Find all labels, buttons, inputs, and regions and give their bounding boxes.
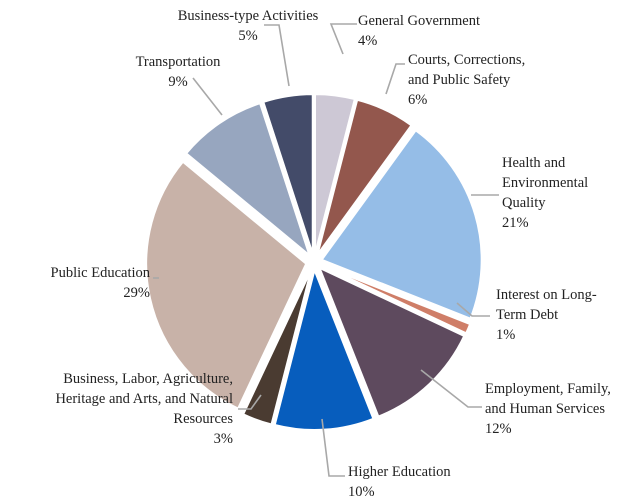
slice-name-line: Heritage and Arts, and Natural <box>55 391 233 407</box>
slice-label-health-and-environmental-quality: Health and Environmental Quality 21% <box>502 155 588 231</box>
slice-percent-label: 4% <box>358 33 377 49</box>
slice-percent-label: 6% <box>408 92 427 108</box>
slice-label-public-education: Public Education 29% <box>51 265 151 301</box>
slice-label-transportation: Transportation 9% <box>136 54 222 90</box>
slice-name-line: Business, Labor, Agriculture, <box>63 371 233 387</box>
slice-name-line: Business-type Activities <box>178 8 319 24</box>
slice-percent-label: 12% <box>485 421 512 437</box>
slice-name-line: Term Debt <box>496 307 558 323</box>
slice-name-line: and Public Safety <box>408 72 511 88</box>
pie-slice-courts-corrections-and-public-safety <box>316 98 413 256</box>
slice-label-higher-education: Higher Education 10% <box>348 464 451 500</box>
leader-line-transportation <box>192 77 223 116</box>
leader-line-business-type-activities <box>264 24 290 87</box>
slice-name-line: Environmental <box>502 175 588 191</box>
leader-line-employment-family-and-human-services <box>420 369 482 408</box>
slice-percent-label: 1% <box>496 327 515 343</box>
pie-slice-business-labor-agriculture-heritage-and-arts-and-natural-resources <box>241 269 313 426</box>
slice-label-interest-on-long-term-debt: Interest on Long- Term Debt 1% <box>496 287 597 343</box>
pie-slice-employment-family-and-human-services <box>317 265 466 418</box>
slice-name-line: General Government <box>358 13 480 29</box>
slice-percent-label: 21% <box>502 215 529 231</box>
pie-slice-business-type-activities <box>262 93 314 255</box>
slice-percent-label: 9% <box>168 74 187 90</box>
slice-name-line: and Human Services <box>485 401 605 417</box>
slice-name-line: Quality <box>502 195 546 211</box>
pie-slice-general-government <box>314 93 357 255</box>
slice-label-general-government: General Government 4% <box>358 13 480 49</box>
slice-name-line: Interest on Long- <box>496 287 597 303</box>
pie-slices <box>145 93 483 431</box>
slice-name-line: Public Education <box>51 265 151 281</box>
slice-name-line: Resources <box>173 411 233 427</box>
leader-line-business-labor-agriculture-heritage-and-arts-and-natural-resources <box>238 394 262 410</box>
slice-percent-label: 10% <box>348 484 375 500</box>
leader-lines <box>153 23 499 477</box>
slice-label-employment-family-and-human-services: Employment, Family, and Human Services 12% <box>485 381 611 437</box>
leader-line-interest-on-long-term-debt <box>456 302 490 317</box>
slice-name-line: Higher Education <box>348 464 451 480</box>
slice-label-business-labor-agriculture-heritage-and-arts-and-natural-resources: Business, Labor, Agriculture, Heritage an… <box>55 371 233 447</box>
pie-slice-transportation <box>184 101 312 259</box>
slice-name-line: Health and <box>502 155 566 171</box>
leader-line-general-government <box>329 23 357 55</box>
slice-percent-label: 5% <box>238 28 257 44</box>
slice-name-line: Employment, Family, <box>485 381 611 397</box>
slice-percent-label: 29% <box>123 285 150 301</box>
slice-name-line: Courts, Corrections, <box>408 52 525 68</box>
slice-labels: General Government 4% Courts, Corrections,… <box>51 8 611 500</box>
slice-label-courts-corrections-and-public-safety: Courts, Corrections, and Public Safety 6% <box>408 52 525 108</box>
slice-label-business-type-activities: Business-type Activities 5% <box>178 8 319 44</box>
pie-slice-health-and-environmental-quality <box>320 128 483 320</box>
pie-slice-higher-education <box>273 266 375 431</box>
leader-line-higher-education <box>321 418 345 477</box>
slice-name-line: Transportation <box>136 54 222 70</box>
slice-percent-label: 3% <box>214 431 233 447</box>
pie-slice-public-education <box>145 160 308 410</box>
leader-line-courts-corrections-and-public-safety <box>385 63 405 95</box>
pie-slice-interest-on-long-term-debt <box>320 264 472 335</box>
